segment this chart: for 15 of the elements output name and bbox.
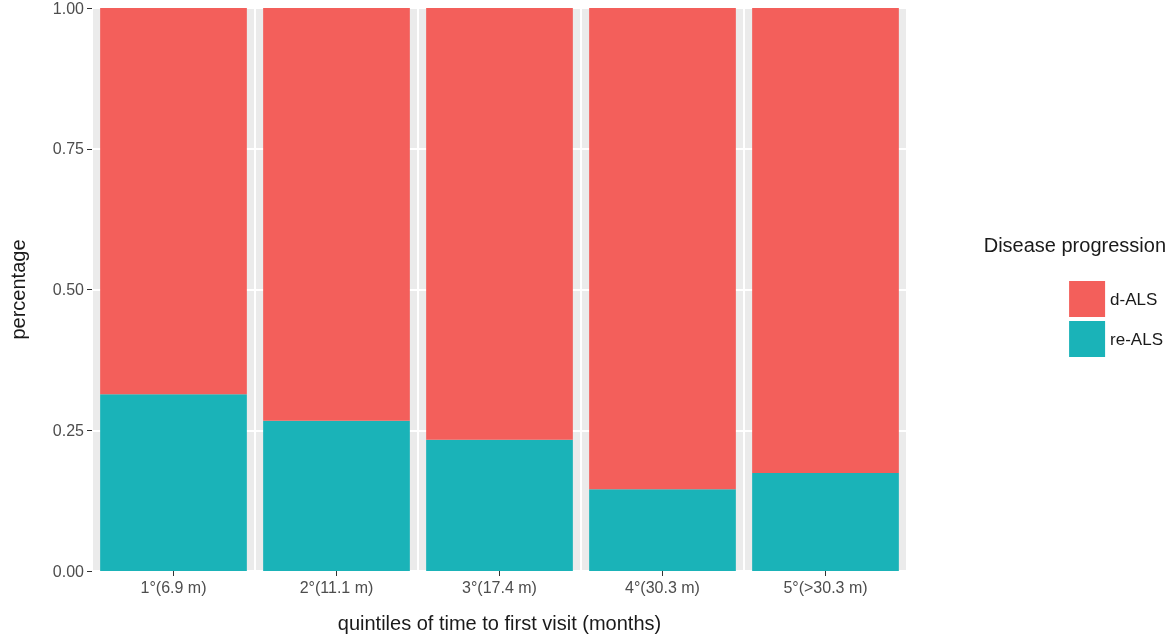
x-tick-label: 1°(6.9 m): [140, 578, 207, 596]
y-axis-title: percentage: [7, 239, 29, 340]
y-tick-label: 1.00: [52, 0, 85, 17]
x-tick-label: 3°(17.4 m): [462, 578, 537, 596]
x-tick-label: 4°(30.3 m): [625, 578, 700, 596]
x-tick-label: 2°(11.1 m): [299, 578, 374, 596]
legend-label: re-ALS: [1110, 329, 1164, 349]
y-tick-label: 0.50: [52, 281, 85, 298]
y-tick-label: 0.00: [52, 562, 85, 580]
y-tick-label: 0.25: [52, 421, 85, 439]
x-tick-label: 5°(>30.3 m): [783, 578, 868, 596]
legend-title: Disease progression: [983, 234, 1167, 256]
legend-label: d-ALS: [1110, 289, 1158, 309]
y-tick-label: 0.75: [52, 140, 85, 158]
x-axis-title: quintiles of time to first visit (months): [337, 612, 662, 634]
